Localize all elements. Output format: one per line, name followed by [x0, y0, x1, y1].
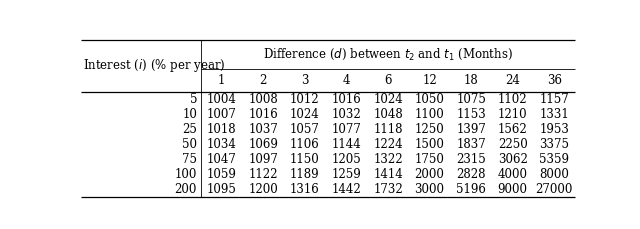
- Text: 3000: 3000: [415, 183, 445, 196]
- Text: 1189: 1189: [290, 168, 320, 181]
- Text: 1057: 1057: [290, 123, 320, 136]
- Text: 10: 10: [182, 108, 197, 121]
- Text: 1059: 1059: [207, 168, 237, 181]
- Text: 1106: 1106: [290, 138, 320, 151]
- Text: 1259: 1259: [332, 168, 362, 181]
- Text: 1442: 1442: [332, 183, 362, 196]
- Text: 1122: 1122: [248, 168, 278, 181]
- Text: 24: 24: [505, 74, 520, 87]
- Text: 36: 36: [547, 74, 562, 87]
- Text: 1331: 1331: [540, 108, 569, 121]
- Text: 1004: 1004: [207, 93, 237, 106]
- Text: 1069: 1069: [248, 138, 278, 151]
- Text: 1153: 1153: [456, 108, 486, 121]
- Text: 2315: 2315: [456, 153, 486, 166]
- Text: 1837: 1837: [456, 138, 486, 151]
- Text: 1150: 1150: [290, 153, 320, 166]
- Text: 75: 75: [182, 153, 197, 166]
- Text: 1008: 1008: [248, 93, 278, 106]
- Text: 3062: 3062: [498, 153, 527, 166]
- Text: 1024: 1024: [290, 108, 320, 121]
- Text: 1032: 1032: [332, 108, 362, 121]
- Text: 2000: 2000: [415, 168, 445, 181]
- Text: 50: 50: [182, 138, 197, 151]
- Text: 1118: 1118: [373, 123, 403, 136]
- Text: 1016: 1016: [332, 93, 362, 106]
- Text: 4000: 4000: [498, 168, 527, 181]
- Text: 2828: 2828: [456, 168, 486, 181]
- Text: 1047: 1047: [207, 153, 237, 166]
- Text: 1102: 1102: [498, 93, 527, 106]
- Text: 1562: 1562: [498, 123, 527, 136]
- Text: 1050: 1050: [415, 93, 445, 106]
- Text: 1037: 1037: [248, 123, 278, 136]
- Text: 1144: 1144: [332, 138, 362, 151]
- Text: 2: 2: [260, 74, 267, 87]
- Text: 1205: 1205: [332, 153, 362, 166]
- Text: 5359: 5359: [540, 153, 569, 166]
- Text: 1048: 1048: [373, 108, 403, 121]
- Text: 3: 3: [301, 74, 308, 87]
- Text: 9000: 9000: [498, 183, 527, 196]
- Text: 5196: 5196: [456, 183, 486, 196]
- Text: 1075: 1075: [456, 93, 486, 106]
- Text: 4: 4: [342, 74, 350, 87]
- Text: 1024: 1024: [373, 93, 403, 106]
- Text: 100: 100: [175, 168, 197, 181]
- Text: 12: 12: [422, 74, 437, 87]
- Text: 1210: 1210: [498, 108, 527, 121]
- Text: 8000: 8000: [540, 168, 569, 181]
- Text: 1095: 1095: [207, 183, 237, 196]
- Text: 5: 5: [189, 93, 197, 106]
- Text: 6: 6: [384, 74, 392, 87]
- Text: 25: 25: [182, 123, 197, 136]
- Text: 1732: 1732: [373, 183, 403, 196]
- Text: 18: 18: [464, 74, 479, 87]
- Text: 1500: 1500: [415, 138, 445, 151]
- Text: 1077: 1077: [332, 123, 362, 136]
- Text: 1397: 1397: [456, 123, 486, 136]
- Text: 200: 200: [175, 183, 197, 196]
- Text: 1953: 1953: [540, 123, 569, 136]
- Text: Difference ($d$) between $t_2$ and $t_1$ (Months): Difference ($d$) between $t_2$ and $t_1$…: [263, 47, 513, 62]
- Text: 1224: 1224: [373, 138, 403, 151]
- Text: 1018: 1018: [207, 123, 237, 136]
- Text: 1316: 1316: [290, 183, 320, 196]
- Text: 27000: 27000: [536, 183, 573, 196]
- Text: 3375: 3375: [540, 138, 569, 151]
- Text: 1034: 1034: [207, 138, 237, 151]
- Text: 1007: 1007: [207, 108, 237, 121]
- Text: 1012: 1012: [290, 93, 320, 106]
- Text: 1: 1: [218, 74, 225, 87]
- Text: 1157: 1157: [540, 93, 569, 106]
- Text: 2250: 2250: [498, 138, 527, 151]
- Text: 1750: 1750: [415, 153, 445, 166]
- Text: Interest ($i$) (% per year): Interest ($i$) (% per year): [83, 57, 226, 74]
- Text: 1200: 1200: [248, 183, 278, 196]
- Text: 1322: 1322: [373, 153, 403, 166]
- Text: 1097: 1097: [248, 153, 278, 166]
- Text: 1016: 1016: [248, 108, 278, 121]
- Text: 1100: 1100: [415, 108, 444, 121]
- Text: 1250: 1250: [415, 123, 444, 136]
- Text: 1414: 1414: [373, 168, 403, 181]
